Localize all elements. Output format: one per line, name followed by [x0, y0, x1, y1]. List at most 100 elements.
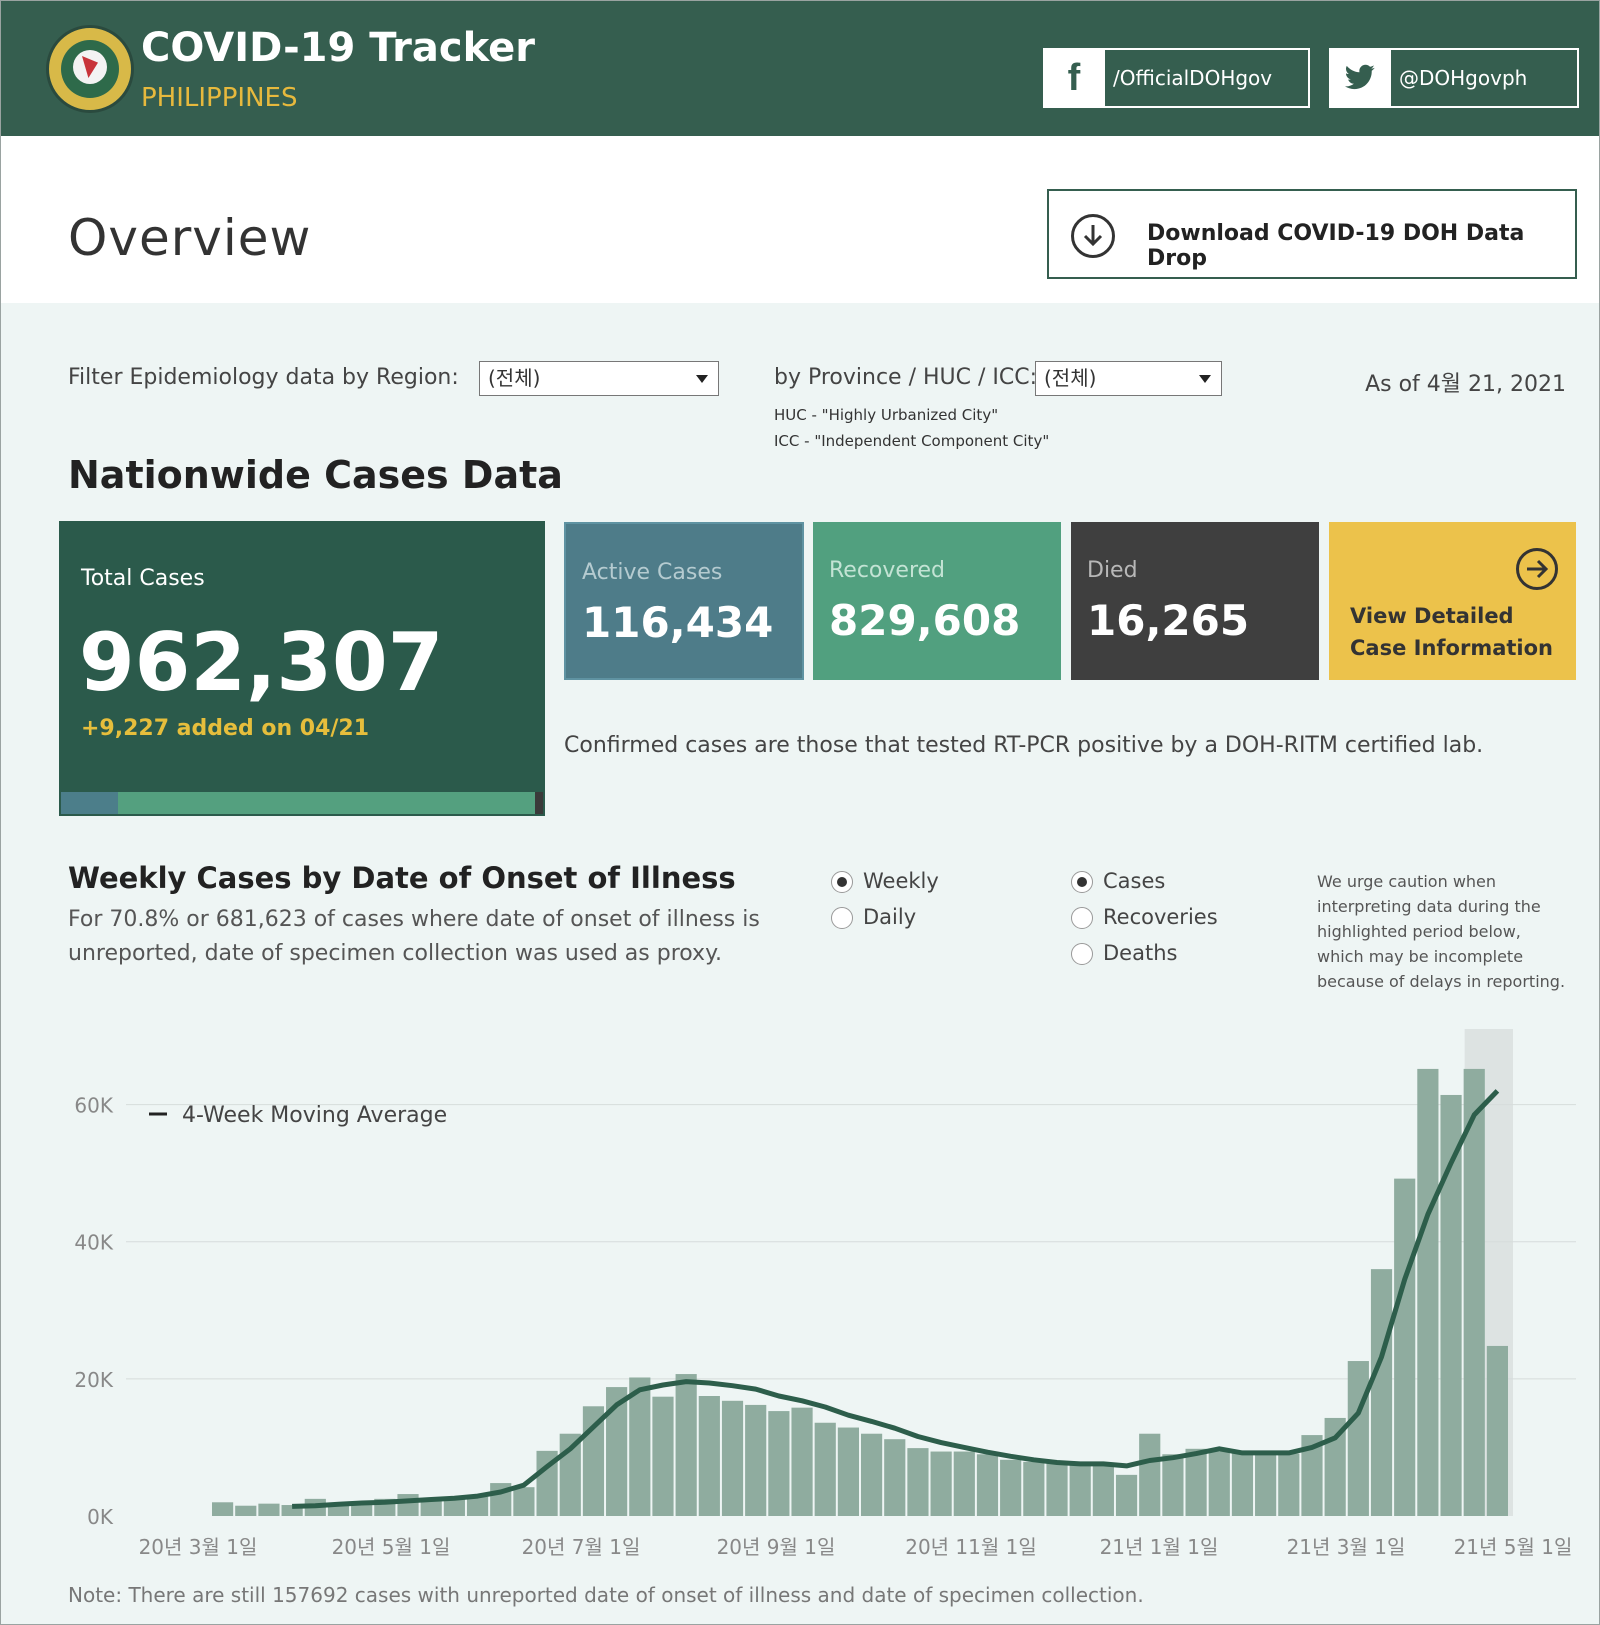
- bar: [698, 1396, 720, 1516]
- bar: [1278, 1453, 1300, 1516]
- radio-weekly[interactable]: Weekly: [831, 869, 939, 893]
- total-cases-card: Total Cases 962,307 +9,227 added on 04/2…: [59, 521, 545, 816]
- bar: [513, 1487, 535, 1516]
- footer-note: Note: There are still 157692 cases with …: [68, 1583, 1144, 1607]
- bar: [1231, 1452, 1254, 1516]
- bar: [606, 1387, 628, 1516]
- bar: [420, 1500, 442, 1516]
- caution-note: We urge caution when interpreting data d…: [1317, 872, 1566, 991]
- bar: [930, 1451, 952, 1516]
- bar: [1301, 1435, 1323, 1516]
- confirmed-note: Confirmed cases are those that tested RT…: [564, 733, 1484, 758]
- x-tick-label: 20년 3월 1일: [139, 1535, 258, 1559]
- bar: [1046, 1462, 1068, 1516]
- bar: [466, 1496, 489, 1516]
- region-dropdown[interactable]: (전체): [479, 361, 719, 396]
- radio-checked-icon: [1071, 871, 1093, 893]
- x-tick-label: 20년 5월 1일: [332, 1535, 451, 1559]
- y-tick-label: 20K: [74, 1368, 113, 1392]
- radio-deaths-label: Deaths: [1103, 941, 1178, 965]
- download-data-drop-button[interactable]: Download COVID-19 DOH Data Drop: [1047, 189, 1577, 279]
- bar: [1463, 1068, 1485, 1516]
- bar: [1092, 1463, 1114, 1516]
- bar: [884, 1439, 906, 1516]
- radio-checked-icon: [831, 871, 853, 893]
- x-tick-label: 20년 7월 1일: [522, 1535, 641, 1559]
- recovered-label: Recovered: [829, 558, 946, 583]
- x-tick-label: 21년 3월 1일: [1287, 1535, 1406, 1559]
- bar: [976, 1454, 999, 1516]
- download-icon: [1071, 214, 1115, 258]
- bar: [1208, 1451, 1230, 1516]
- doh-seal-icon: [46, 25, 134, 113]
- bar: [1394, 1178, 1416, 1516]
- bar: [1440, 1094, 1462, 1516]
- view-detailed-line1: View Detailed: [1350, 604, 1514, 628]
- weekly-cases-chart: 0K 20K 40K 60K 4-Week Moving Average 20년 3월 1…: [74, 1029, 1576, 1559]
- radio-weekly-label: Weekly: [863, 869, 939, 893]
- active-share: [61, 792, 119, 814]
- bar: [1115, 1474, 1138, 1516]
- bar: [721, 1400, 744, 1516]
- radio-deaths[interactable]: Deaths: [1071, 941, 1177, 965]
- weekly-title: Weekly Cases by Date of Onset of Illness: [68, 861, 736, 895]
- twitter-link[interactable]: @DOHgovph: [1329, 48, 1579, 108]
- facebook-handle: /OfficialDOHgov: [1105, 50, 1308, 106]
- x-tick-label: 21년 1월 1일: [1100, 1535, 1219, 1559]
- radio-daily-label: Daily: [863, 905, 917, 929]
- radio-recoveries[interactable]: Recoveries: [1071, 905, 1218, 929]
- bar: [1162, 1454, 1184, 1516]
- chevron-down-icon: [1199, 375, 1211, 383]
- recovered-value: 829,608: [829, 596, 1021, 645]
- total-cases-value: 962,307: [79, 616, 444, 709]
- province-dropdown[interactable]: (전체): [1035, 361, 1222, 396]
- app-subtitle: PHILIPPINES: [141, 83, 298, 113]
- radio-cases-label: Cases: [1103, 869, 1166, 893]
- died-value: 16,265: [1087, 596, 1250, 645]
- bar: [791, 1407, 813, 1516]
- active-cases-card: Active Cases 116,434: [564, 522, 804, 680]
- region-filter-label: Filter Epidemiology data by Region:: [68, 365, 459, 390]
- bar: [443, 1496, 465, 1516]
- chevron-down-icon: [696, 375, 708, 383]
- facebook-link[interactable]: f /OfficialDOHgov: [1043, 48, 1310, 108]
- view-detailed-line2: Case Information: [1350, 636, 1553, 660]
- app-title: COVID-19 Tracker: [141, 25, 535, 71]
- bar: [768, 1411, 790, 1516]
- download-label: Download COVID-19 DOH Data Drop: [1147, 221, 1525, 271]
- facebook-icon: f: [1067, 56, 1081, 99]
- bar: [1486, 1345, 1508, 1516]
- bar: [652, 1396, 674, 1516]
- bar: [745, 1404, 767, 1516]
- bar: [629, 1377, 651, 1516]
- bar: [1370, 1269, 1393, 1516]
- twitter-handle: @DOHgovph: [1391, 50, 1577, 106]
- y-tick-label: 40K: [74, 1231, 113, 1255]
- case-share-bar: [61, 792, 543, 814]
- legend-label: 4-Week Moving Average: [182, 1103, 447, 1128]
- y-tick-label: 60K: [74, 1094, 113, 1118]
- bar: [1139, 1433, 1161, 1516]
- bar: [1069, 1463, 1091, 1516]
- region-dropdown-value: (전체): [488, 366, 541, 390]
- arrow-right-circle-icon: [1516, 548, 1558, 590]
- radio-daily[interactable]: Daily: [831, 905, 916, 929]
- radio-recoveries-label: Recoveries: [1103, 905, 1218, 929]
- province-filter-label: by Province / HUC / ICC:: [774, 365, 1038, 390]
- moving-average-line: [292, 1089, 1500, 1509]
- bar: [235, 1505, 257, 1516]
- bar: [212, 1502, 234, 1516]
- bar: [1417, 1068, 1439, 1516]
- as-of-date: As of 4월 21, 2021: [1365, 372, 1566, 397]
- total-cases-label: Total Cases: [81, 566, 205, 591]
- province-dropdown-value: (전체): [1044, 366, 1097, 390]
- weekly-note: For 70.8% or 681,623 of cases where date…: [68, 907, 760, 966]
- radio-cases[interactable]: Cases: [1071, 869, 1165, 893]
- nationwide-title: Nationwide Cases Data: [68, 453, 563, 497]
- view-detailed-button[interactable]: View Detailed Case Information: [1329, 522, 1576, 680]
- bar: [953, 1451, 975, 1516]
- died-share: [534, 792, 543, 814]
- header-bar: COVID-19 Tracker PHILIPPINES f /Official…: [1, 1, 1599, 136]
- bar: [397, 1494, 419, 1516]
